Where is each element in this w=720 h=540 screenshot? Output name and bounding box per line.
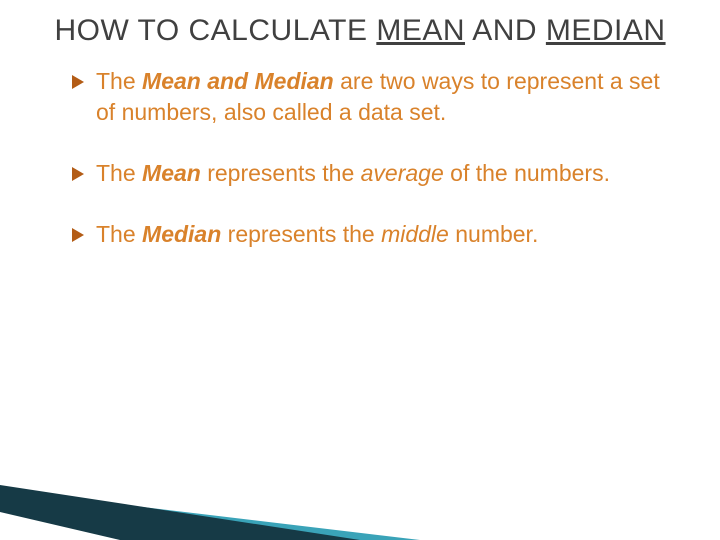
bullet-text: The Mean and Median are two ways to repr… [96,66,660,128]
bullet-item: The Mean represents the average of the n… [72,158,660,189]
bullet-em: Mean and Median [142,68,334,94]
bullet-post: represents the [221,221,381,247]
slide-title: HOW TO CALCULATE MEAN AND MEDIAN [0,0,720,56]
bullet-pre: The [96,160,142,186]
title-pre: HOW TO CALCULATE [54,14,376,47]
bullet-arrow-icon [72,75,84,89]
bullet-arrow-icon [72,167,84,181]
corner-decoration [0,430,720,540]
slide: HOW TO CALCULATE MEAN AND MEDIAN The Mea… [0,0,720,540]
slide-body: The Mean and Median are two ways to repr… [0,56,720,250]
bullet-item: The Mean and Median are two ways to repr… [72,66,660,128]
title-underline-2: MEDIAN [546,14,666,47]
bullet-text: The Mean represents the average of the n… [96,158,660,189]
title-underline-1: MEAN [376,14,465,47]
bullet-text: The Median represents the middle number. [96,219,660,250]
bullet-pre: The [96,221,142,247]
bullet-post2: of the numbers. [444,160,610,186]
bullet-pre: The [96,68,142,94]
bullet-item: The Median represents the middle number. [72,219,660,250]
bullet-em2: middle [381,221,449,247]
bullet-em2: average [361,160,444,186]
bullet-post2: number. [449,221,539,247]
bullet-post: represents the [201,160,361,186]
bullet-em: Median [142,221,221,247]
bullet-arrow-icon [72,228,84,242]
bullet-em: Mean [142,160,201,186]
title-mid: AND [465,14,546,47]
